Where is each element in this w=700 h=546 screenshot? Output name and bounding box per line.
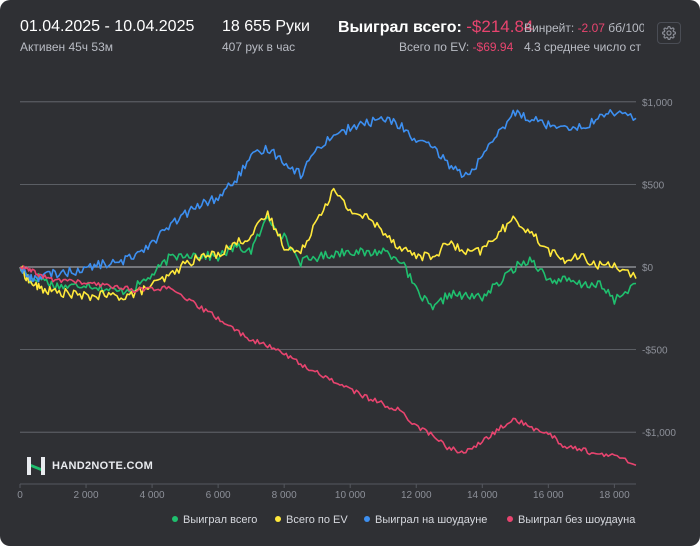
legend-dot: [507, 516, 513, 523]
legend-label: Выиграл всего: [183, 514, 258, 526]
y-tick-label: $0: [642, 263, 654, 274]
active-time: Активен 45ч 53м: [20, 40, 113, 54]
legend-item-showdown[interactable]: Выиграл на шоудауне: [364, 514, 487, 526]
legend-label: Всего по EV: [286, 514, 348, 526]
x-tick-label: 10 000: [335, 490, 366, 501]
x-tick-label: 12 000: [401, 490, 432, 501]
x-tick-label: 6 000: [206, 490, 231, 501]
series-line-2: [19, 109, 637, 283]
gear-icon: [662, 26, 676, 40]
winrate: Винрейт: -2.07 бб/100: [524, 21, 644, 35]
series-line-1: [19, 187, 637, 302]
x-tick-label: 18 000: [599, 490, 630, 501]
date-range[interactable]: 01.04.2025 - 10.04.2025: [20, 18, 195, 35]
legend-label: Выиграл на шоудауне: [375, 514, 488, 526]
logo-text: HAND2NOTE.COM: [52, 460, 154, 472]
y-tick-label: -$500: [642, 346, 668, 357]
x-tick-label: 0: [17, 490, 23, 501]
hand2note-logo-icon: [27, 457, 45, 475]
settings-button[interactable]: [657, 22, 681, 44]
legend-dot: [172, 516, 178, 523]
ev-total-value: -$69.94: [472, 40, 514, 54]
series-line-3: [19, 265, 637, 466]
grid-lines: [20, 101, 636, 485]
ev-total-label: Всего по EV:: [399, 40, 470, 54]
x-tick-label: 4 000: [140, 490, 165, 501]
legend-dot: [275, 516, 281, 523]
y-tick-label: -$1,000: [642, 428, 676, 439]
x-tick-label: 16 000: [533, 490, 564, 501]
winrate-value: -2.07: [577, 21, 605, 35]
legend-item-non-showdown[interactable]: Выиграл без шоудауна: [507, 514, 635, 526]
x-axis-ticks: 0 2 000 4 000 6 000 8 000 10 000 12 000 14 000 1…: [17, 484, 630, 501]
series-lines: [19, 109, 637, 466]
winrate-suffix: бб/100: [608, 21, 644, 35]
legend-dot: [364, 516, 370, 523]
legend-item-ev-total[interactable]: Всего по EV: [275, 514, 348, 526]
ev-total: Всего по EV: -$69.94: [399, 40, 513, 54]
legend-item-won-total[interactable]: Выиграл всего: [172, 514, 257, 526]
hand2note-logo: HAND2NOTE.COM: [26, 455, 153, 477]
x-tick-label: 14 000: [467, 490, 498, 501]
series-line-0: [19, 215, 637, 311]
x-tick-label: 8 000: [272, 490, 297, 501]
legend-label: Выиграл без шоудауна: [518, 514, 636, 526]
avg-players: 4.3 среднее число ст: [524, 40, 642, 54]
y-tick-label: $1,000: [642, 98, 673, 109]
won-total-value: -$214.84: [466, 17, 534, 36]
y-axis-ticks: $1,000 $500 $0 -$500 -$1,000: [642, 98, 676, 439]
hands-per-hour: 407 рук в час: [222, 40, 296, 54]
x-tick-label: 2 000: [74, 490, 99, 501]
winrate-label: Винрейт:: [524, 21, 575, 35]
won-total: Выиграл всего: -$214.84: [338, 17, 533, 37]
hands-count: 18 655 Руки: [222, 18, 310, 35]
won-total-label: Выиграл всего:: [338, 19, 462, 36]
y-tick-label: $500: [642, 180, 665, 191]
